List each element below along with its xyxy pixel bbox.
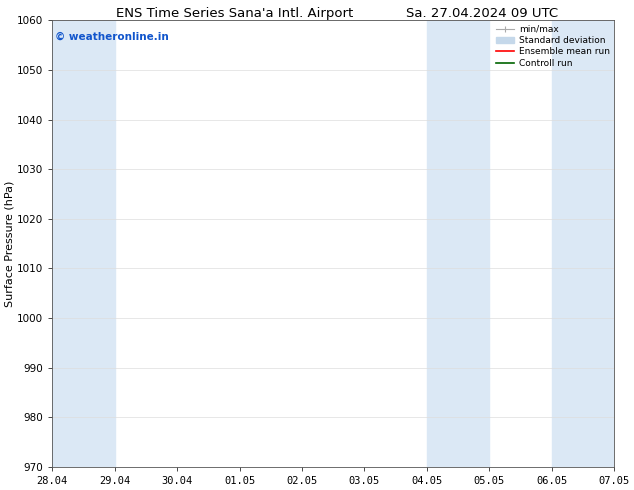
Y-axis label: Surface Pressure (hPa): Surface Pressure (hPa)	[4, 180, 14, 307]
Text: ENS Time Series Sana'a Intl. Airport: ENS Time Series Sana'a Intl. Airport	[116, 7, 353, 21]
Text: © weatheronline.in: © weatheronline.in	[55, 31, 169, 42]
Bar	[552, 21, 614, 467]
Legend: min/max, Standard deviation, Ensemble mean run, Controll run: min/max, Standard deviation, Ensemble me…	[495, 23, 612, 70]
Bar	[427, 21, 489, 467]
Bar	[52, 21, 115, 467]
Text: Sa. 27.04.2024 09 UTC: Sa. 27.04.2024 09 UTC	[406, 7, 558, 21]
